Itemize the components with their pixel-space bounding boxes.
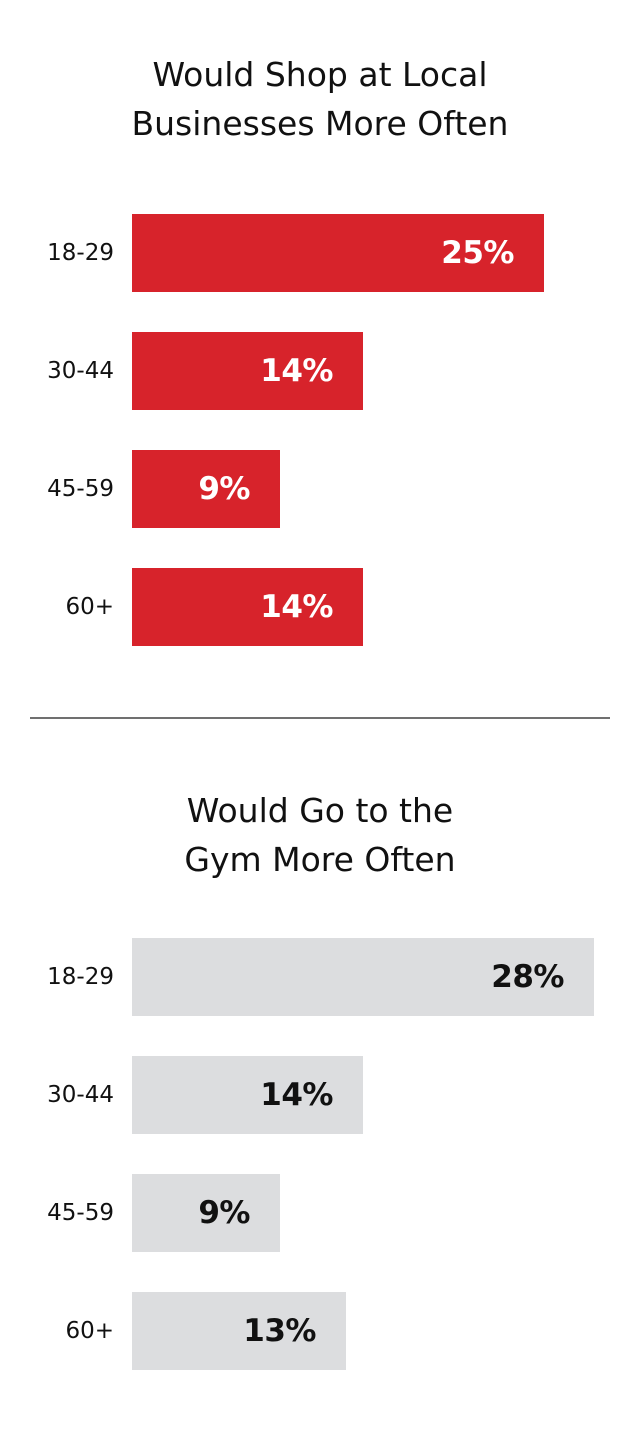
chart-title-line-1: Would Shop at Local [152, 55, 488, 94]
bar-value-label: 13% [243, 1313, 316, 1349]
bar-row-18-29: 18-29 25% [0, 214, 640, 292]
category-label: 30-44 [47, 1082, 114, 1108]
bar: 9% [132, 450, 280, 528]
bar-row-60-plus: 60+ 13% [0, 1292, 640, 1370]
chart-title: Would Go to the Gym More Often [0, 786, 640, 884]
chart-title: Would Shop at Local Businesses More Ofte… [0, 50, 640, 148]
category-label: 45-59 [47, 476, 114, 502]
bar: 28% [132, 938, 594, 1016]
category-label: 18-29 [47, 964, 114, 990]
category-label: 18-29 [47, 240, 114, 266]
category-label: 60+ [65, 1318, 114, 1344]
bar: 14% [132, 332, 363, 410]
bar-value-label: 14% [260, 589, 333, 625]
bar-value-label: 14% [260, 1077, 333, 1113]
bar-row-30-44: 30-44 14% [0, 332, 640, 410]
bar: 14% [132, 1056, 363, 1134]
bar-value-label: 25% [441, 235, 514, 271]
chart-title-line-2: Businesses More Often [131, 104, 509, 143]
bar: 14% [132, 568, 363, 646]
bar-row-60-plus: 60+ 14% [0, 568, 640, 646]
category-label: 60+ [65, 594, 114, 620]
category-label: 45-59 [47, 1200, 114, 1226]
bar-value-label: 14% [260, 353, 333, 389]
bar: 9% [132, 1174, 280, 1252]
bar-value-label: 28% [491, 959, 564, 995]
bar: 25% [132, 214, 544, 292]
bar-row-18-29: 18-29 28% [0, 938, 640, 1016]
chart-title-line-2: Gym More Often [184, 840, 456, 879]
bar-row-45-59: 45-59 9% [0, 450, 640, 528]
section-divider [30, 717, 610, 719]
bar-value-label: 9% [198, 1195, 250, 1231]
bar-row-30-44: 30-44 14% [0, 1056, 640, 1134]
bar-row-45-59: 45-59 9% [0, 1174, 640, 1252]
bar: 13% [132, 1292, 346, 1370]
bar-value-label: 9% [198, 471, 250, 507]
chart-title-line-1: Would Go to the [186, 791, 454, 830]
category-label: 30-44 [47, 358, 114, 384]
